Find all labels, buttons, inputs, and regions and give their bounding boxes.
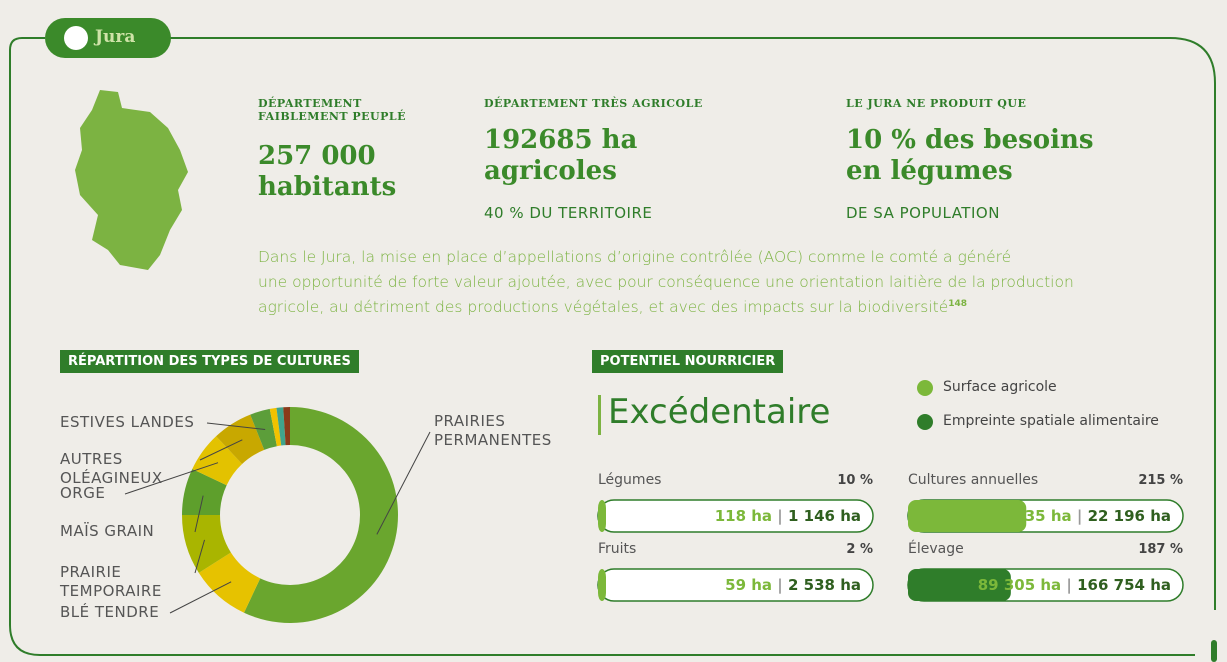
donut-segment	[182, 469, 227, 515]
donut-label: PRAIRIES PERMANENTES	[434, 412, 552, 449]
item-name: Légumes	[598, 472, 662, 488]
donut-segment	[283, 407, 290, 446]
capsule-fill	[598, 500, 606, 532]
frame	[9, 37, 1195, 656]
text: agricole, au détriment des productions v…	[258, 298, 949, 316]
footprint: 22 196 ha	[1087, 507, 1171, 525]
stat-label: DÉPARTEMENT FAIBLEMENT PEUPLÉ	[258, 97, 407, 123]
frame-bar	[1211, 640, 1217, 662]
surface: 59 ha	[725, 576, 773, 594]
donut-segment	[192, 436, 243, 486]
item-percent: 215 %	[1138, 473, 1183, 488]
capsule-fill	[908, 569, 1011, 601]
separator: |	[1061, 576, 1078, 594]
donut-segment	[276, 407, 286, 446]
stat-note: 40 % DU TERRITOIRE	[484, 204, 653, 222]
stat-note: DE SA POPULATION	[846, 204, 1000, 222]
accent	[598, 395, 601, 435]
leader-line	[194, 495, 204, 533]
frame	[170, 37, 1216, 610]
donut-segment	[216, 414, 265, 464]
paragraph-line: Dans le Jura, la mise en place d’appella…	[258, 248, 1012, 266]
section-title: POTENTIEL NOURRICIER	[592, 350, 784, 373]
stat-label: DÉPARTEMENT TRÈS AGRICOLE	[484, 97, 703, 110]
paragraph-line: agricole, au détriment des productions v…	[258, 298, 967, 316]
item-values: 59 ha | 2 538 ha	[598, 576, 861, 594]
donut-label: MAÏS GRAIN	[60, 522, 155, 540]
capsule-fill	[598, 569, 606, 601]
leader-line	[194, 539, 206, 574]
item-name: Fruits	[598, 541, 637, 557]
legend-dot	[917, 414, 933, 430]
donut-label: BLÉ TENDRE	[60, 603, 160, 621]
leader-line	[169, 581, 232, 614]
capsule-fill	[908, 500, 1027, 532]
legend-label: Surface agricole	[943, 379, 1057, 395]
item-percent: 10 %	[837, 473, 873, 488]
stat-value: 257 000 habitants	[258, 141, 397, 202]
donut-label: ESTIVES LANDES	[60, 413, 195, 431]
tab-dot	[64, 26, 88, 50]
footnote: 148	[948, 298, 968, 309]
stat-label: LE JURA NE PRODUIT QUE	[846, 97, 1027, 110]
donut-segment	[182, 515, 231, 573]
paragraph-line: une opportunité de forte valeur ajoutée,…	[258, 273, 1074, 291]
verdict: Excédentaire	[608, 392, 831, 432]
legend-label: Empreinte spatiale alimentaire	[943, 413, 1159, 429]
leader-line	[376, 431, 431, 535]
leader-line	[199, 439, 243, 461]
donut-label: ORGE	[60, 484, 106, 502]
item-percent: 187 %	[1138, 542, 1183, 557]
legend-dot	[917, 380, 933, 396]
item-values: 118 ha | 1 146 ha	[598, 507, 861, 525]
surface: 10 335 ha	[988, 507, 1072, 525]
leader-line	[206, 422, 266, 431]
map	[75, 90, 188, 270]
tab-title: Jura	[95, 27, 136, 47]
separator: |	[1071, 507, 1088, 525]
item-percent: 2 %	[846, 542, 873, 557]
footprint: 166 754 ha	[1077, 576, 1171, 594]
footprint: 1 146 ha	[788, 507, 861, 525]
section-title: RÉPARTITION DES TYPES DE CULTURES	[60, 350, 359, 373]
donut-label: AUTRES OLÉAGINEUX	[60, 450, 163, 487]
stat-value: 192685 ha agricoles	[484, 125, 638, 186]
footprint: 2 538 ha	[788, 576, 861, 594]
item-name: Élevage	[908, 541, 964, 557]
separator: |	[772, 576, 788, 594]
donut-label: PRAIRIE TEMPORAIRE	[60, 563, 162, 600]
item-name: Cultures annuelles	[908, 472, 1039, 488]
leader-line	[124, 462, 219, 495]
surface: 89 305 ha	[977, 576, 1062, 594]
surface: 118 ha	[714, 507, 773, 525]
donut-segment	[269, 407, 282, 447]
item-values: 10 335 ha | 22 196 ha	[908, 507, 1171, 525]
item-values: 89 305 ha | 166 754 ha	[908, 576, 1171, 594]
donut-segment	[244, 407, 398, 623]
stat-value: 10 % des besoins en légumes	[846, 125, 1094, 186]
separator: |	[772, 507, 788, 525]
